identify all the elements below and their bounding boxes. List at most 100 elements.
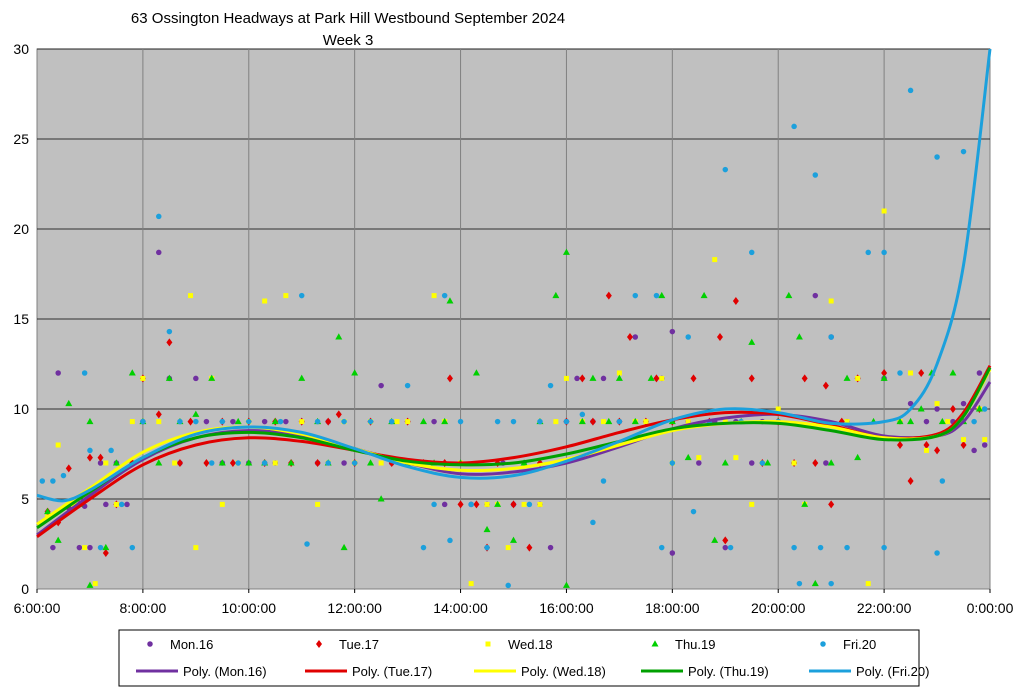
- legend: [118, 629, 920, 687]
- point-thu-19: [340, 543, 348, 551]
- point-wed-18: [172, 460, 178, 466]
- point-mon-16: [722, 544, 729, 551]
- point-tue-17: [907, 477, 914, 485]
- point-wed-18: [156, 419, 162, 425]
- point-mon-16: [87, 544, 93, 551]
- point-mon-16: [574, 375, 580, 382]
- point-wed-18: [484, 501, 490, 507]
- point-thu-19: [748, 338, 756, 345]
- point-mon-16: [960, 400, 967, 407]
- point-thu-19: [128, 369, 136, 376]
- point-mon-16: [441, 501, 448, 508]
- point-mon-16: [632, 334, 639, 340]
- point-fri-20: [468, 501, 474, 508]
- point-tue-17: [102, 549, 109, 557]
- point-thu-19: [351, 369, 359, 376]
- point-fri-20: [108, 447, 114, 454]
- point-fri-20: [235, 460, 241, 466]
- point-thu-19: [510, 536, 517, 543]
- point-fri-20: [844, 544, 850, 551]
- point-thu-19: [880, 374, 888, 381]
- x-tick-label: 22:00:00: [857, 600, 912, 616]
- point-tue-17: [732, 297, 739, 305]
- point-mon-16: [156, 249, 162, 256]
- trendlines: [36, 48, 992, 539]
- point-wed-18: [299, 419, 305, 425]
- point-mon-16: [261, 418, 268, 425]
- point-tue-17: [605, 291, 612, 300]
- point-fri-20: [934, 550, 940, 556]
- point-wed-18: [601, 419, 607, 425]
- chart-title: 63 Ossington Headways at Park Hill Westb…: [131, 10, 565, 27]
- point-mon-16: [600, 375, 607, 382]
- point-fri-20: [817, 544, 824, 551]
- point-tue-17: [335, 410, 342, 419]
- point-tue-17: [166, 338, 173, 347]
- point-fri-20: [934, 154, 940, 160]
- point-wed-18: [791, 460, 797, 466]
- trendline-poly-fri-20-: [36, 48, 992, 503]
- point-thu-19: [700, 291, 708, 299]
- point-mon-16: [981, 442, 988, 448]
- point-mon-16: [55, 370, 61, 376]
- point-fri-20: [865, 249, 871, 256]
- point-fri-20: [39, 478, 46, 484]
- point-fri-20: [298, 292, 305, 299]
- y-tick-label: 30: [13, 41, 29, 57]
- point-fri-20: [457, 418, 464, 425]
- point-thu-19: [843, 374, 851, 381]
- point-fri-20: [166, 328, 173, 335]
- point-thu-19: [65, 399, 73, 407]
- point-wed-18: [828, 298, 834, 304]
- point-thu-19: [472, 369, 480, 376]
- point-thu-19: [86, 417, 94, 425]
- point-wed-18: [696, 455, 702, 461]
- point-thu-19: [811, 579, 819, 587]
- point-tue-17: [748, 374, 755, 383]
- point-thu-19: [684, 453, 692, 461]
- point-tue-17: [510, 500, 517, 509]
- point-thu-19: [234, 417, 242, 425]
- point-fri-20: [616, 418, 623, 425]
- point-fri-20: [722, 166, 729, 173]
- point-thu-19: [86, 581, 94, 588]
- point-thu-19: [102, 543, 110, 551]
- point-tue-17: [828, 500, 835, 509]
- legend-label: Poly. (Tue.17): [352, 664, 432, 679]
- point-wed-18: [749, 501, 755, 507]
- point-mon-16: [696, 460, 702, 466]
- legend-marker: [316, 640, 322, 648]
- point-thu-19: [647, 374, 655, 381]
- point-fri-20: [510, 418, 517, 425]
- point-mon-16: [76, 544, 83, 551]
- point-tue-17: [473, 500, 480, 509]
- point-fri-20: [50, 478, 56, 484]
- point-thu-19: [218, 459, 226, 466]
- point-mon-16: [193, 375, 199, 382]
- point-tue-17: [801, 374, 808, 383]
- point-tue-17: [960, 441, 967, 449]
- trendline-poly-thu-19-: [36, 366, 992, 530]
- point-thu-19: [271, 417, 279, 425]
- legend-label: Wed.18: [508, 637, 553, 652]
- point-mon-16: [669, 550, 676, 556]
- point-fri-20: [447, 537, 453, 544]
- point-fri-20: [404, 382, 411, 389]
- point-wed-18: [775, 406, 781, 412]
- point-thu-19: [155, 459, 163, 466]
- point-wed-18: [315, 501, 321, 507]
- point-fri-20: [129, 544, 136, 551]
- point-tue-17: [314, 459, 321, 467]
- point-tue-17: [97, 453, 104, 462]
- point-wed-18: [55, 442, 61, 448]
- legend-label: Fri.20: [843, 637, 876, 652]
- point-tue-17: [626, 333, 633, 341]
- point-fri-20: [177, 418, 183, 425]
- x-tick-label: 6:00:00: [14, 600, 61, 616]
- point-wed-18: [923, 447, 929, 453]
- point-fri-20: [420, 544, 427, 551]
- point-thu-19: [711, 536, 719, 543]
- point-thu-19: [631, 417, 639, 425]
- point-thu-19: [938, 417, 946, 425]
- point-mon-16: [749, 460, 755, 466]
